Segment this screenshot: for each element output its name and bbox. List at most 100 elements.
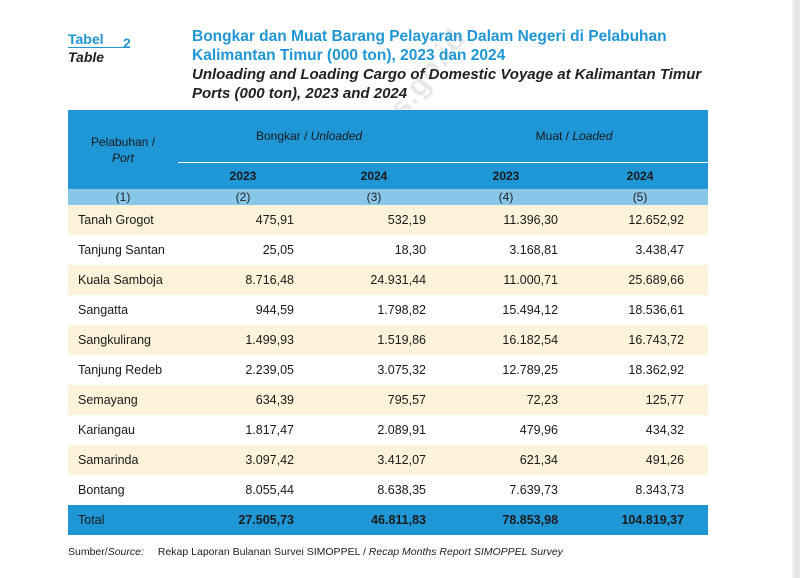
unloaded-2023: 3.097,42 <box>178 445 308 475</box>
total-unloaded-2024: 46.811,83 <box>308 505 441 535</box>
port-name: Tanjung Santan <box>68 235 178 265</box>
column-number: (1) <box>68 189 178 205</box>
header-loaded: Muat / Loaded <box>440 110 709 163</box>
loaded-2024: 8.343,73 <box>572 475 709 505</box>
unloaded-2023: 2.239,05 <box>178 355 308 385</box>
loaded-2024: 25.689,66 <box>572 265 709 295</box>
loaded-2023: 15.494,12 <box>440 295 573 325</box>
port-name: Sangkulirang <box>68 325 178 355</box>
loaded-2024: 491,26 <box>572 445 709 475</box>
port-name: Sangatta <box>68 295 178 325</box>
unloaded-2024: 1.519,86 <box>308 325 441 355</box>
source-text-id: Rekap Laporan Bulanan Survei SIMOPPEL / <box>157 546 369 558</box>
loaded-2024: 434,32 <box>572 415 709 445</box>
unloaded-2023: 1.817,47 <box>178 415 308 445</box>
header-year: 2024 <box>572 162 709 189</box>
unloaded-2024: 3.075,32 <box>308 355 441 385</box>
header-loaded-id: Muat / <box>535 129 573 143</box>
table-row: Tanah Grogot 475,91 532,19 11.396,30 12.… <box>68 205 709 235</box>
source-label-en: Source: <box>107 546 144 558</box>
loaded-2024: 12.652,92 <box>572 205 709 235</box>
header-unloaded: Bongkar / Unloaded <box>178 110 441 163</box>
port-name: Tanjung Redeb <box>68 355 178 385</box>
source-text-en: Recap Months Report SIMOPPEL Survey <box>368 546 563 558</box>
column-number: (4) <box>440 189 573 205</box>
header-port-id: Pelabuhan / <box>90 134 156 149</box>
source-label-id: Sumber/ <box>68 546 108 558</box>
port-name: Tanah Grogot <box>68 205 178 235</box>
header-row-column-numbers: (1) (2) (3) (4) (5) <box>68 189 709 205</box>
loaded-2024: 125,77 <box>572 385 709 415</box>
unloaded-2023: 475,91 <box>178 205 308 235</box>
page-edge-shadow <box>792 0 794 578</box>
total-row: Total 27.505,73 46.811,83 78.853,98 104.… <box>68 505 709 535</box>
table-row: Samarinda 3.097,42 3.412,07 621,34 491,2… <box>68 445 709 475</box>
header-year: 2023 <box>440 162 573 189</box>
title-indonesian-line1: Bongkar dan Muat Barang Pelayaran Dalam … <box>192 28 667 45</box>
column-number: (5) <box>572 189 709 205</box>
unloaded-2024: 18,30 <box>308 235 441 265</box>
header-port: Pelabuhan / Port <box>68 110 178 189</box>
loaded-2023: 479,96 <box>440 415 573 445</box>
total-unloaded-2023: 27.505,73 <box>178 505 308 535</box>
unloaded-2024: 2.089,91 <box>308 415 441 445</box>
unloaded-2023: 944,59 <box>178 295 308 325</box>
loaded-2023: 621,34 <box>440 445 573 475</box>
loaded-2024: 3.438,47 <box>572 235 709 265</box>
port-name: Kuala Samboja <box>68 265 178 295</box>
source-note: Sumber/Source: Rekap Laporan Bulanan Surv… <box>68 546 563 558</box>
port-name: Semayang <box>68 385 178 415</box>
unloaded-2024: 532,19 <box>308 205 441 235</box>
unloaded-2024: 1.798,82 <box>308 295 441 325</box>
port-name: Samarinda <box>68 445 178 475</box>
loaded-2024: 16.743,72 <box>572 325 709 355</box>
header-loaded-en: Loaded <box>572 129 613 143</box>
total-loaded-2024: 104.819,37 <box>572 505 709 535</box>
cargo-table: Pelabuhan / Port Bongkar / Unloaded Muat… <box>68 110 709 535</box>
unloaded-2024: 3.412,07 <box>308 445 441 475</box>
loaded-2023: 7.639,73 <box>440 475 573 505</box>
loaded-2023: 12.789,25 <box>440 355 573 385</box>
page-edge <box>794 0 800 578</box>
table-row: Kuala Samboja 8.716,48 24.931,44 11.000,… <box>68 265 709 295</box>
column-number: (2) <box>178 189 308 205</box>
table-row: Sangkulirang 1.499,93 1.519,86 16.182,54… <box>68 325 709 355</box>
header-year: 2023 <box>178 162 308 189</box>
unloaded-2024: 795,57 <box>308 385 441 415</box>
total-label: Total <box>68 505 178 535</box>
unloaded-2023: 25,05 <box>178 235 308 265</box>
header-year: 2024 <box>308 162 441 189</box>
table-row: Bontang 8.055,44 8.638,35 7.639,73 8.343… <box>68 475 709 505</box>
unloaded-2023: 8.716,48 <box>178 265 308 295</box>
table-row: Semayang 634,39 795,57 72,23 125,77 <box>68 385 709 415</box>
table-number: 2 <box>123 35 131 51</box>
table-row: Tanjung Redeb 2.239,05 3.075,32 12.789,2… <box>68 355 709 385</box>
header-row-top: Pelabuhan / Port Bongkar / Unloaded Muat… <box>68 110 709 189</box>
unloaded-2023: 1.499,93 <box>178 325 308 355</box>
column-number: (3) <box>308 189 441 205</box>
label-underline <box>68 47 124 48</box>
label-table: Table <box>68 49 105 65</box>
port-name: Kariangau <box>68 415 178 445</box>
unloaded-2024: 8.638,35 <box>308 475 441 505</box>
title-english-line1: Unloading and Loading Cargo of Domestic … <box>192 66 702 83</box>
table-row: Sangatta 944,59 1.798,82 15.494,12 18.53… <box>68 295 709 325</box>
loaded-2023: 16.182,54 <box>440 325 573 355</box>
header-unloaded-id: Bongkar / <box>255 129 311 143</box>
loaded-2024: 18.362,92 <box>572 355 709 385</box>
port-name: Bontang <box>68 475 178 505</box>
loaded-2023: 72,23 <box>440 385 573 415</box>
header-unloaded-en: Unloaded <box>310 129 363 143</box>
table-label: Tabel Table 2 <box>68 31 138 65</box>
label-tabel: Tabel <box>68 31 104 47</box>
header-port-en: Port <box>111 150 134 165</box>
table-row: Tanjung Santan 25,05 18,30 3.168,81 3.43… <box>68 235 709 265</box>
title-english-line2: Ports (000 ton), 2023 and 2024 <box>192 85 408 102</box>
unloaded-2024: 24.931,44 <box>308 265 441 295</box>
unloaded-2023: 634,39 <box>178 385 308 415</box>
loaded-2024: 18.536,61 <box>572 295 709 325</box>
title-indonesian-line2: Kalimantan Timur (000 ton), 2023 dan 202… <box>192 47 506 64</box>
loaded-2023: 11.396,30 <box>440 205 573 235</box>
table-row: Kariangau 1.817,47 2.089,91 479,96 434,3… <box>68 415 709 445</box>
loaded-2023: 3.168,81 <box>440 235 573 265</box>
